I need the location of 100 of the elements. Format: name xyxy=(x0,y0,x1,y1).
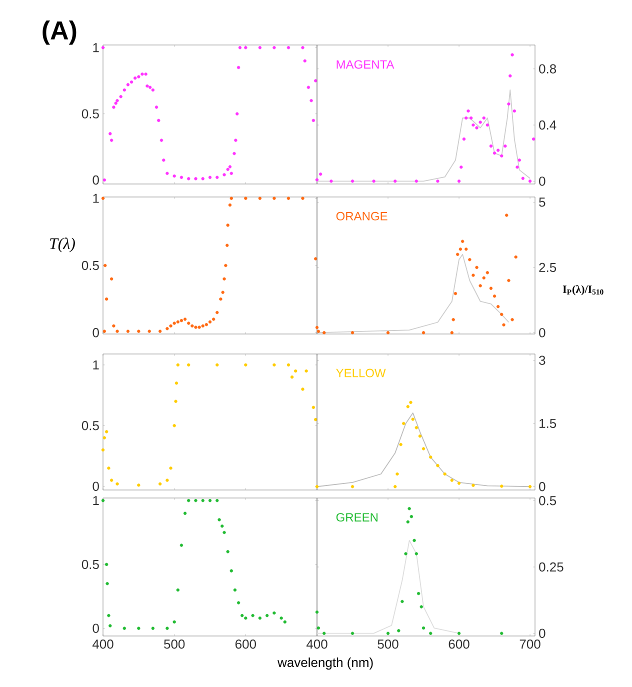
point xyxy=(187,498,190,502)
point xyxy=(116,98,119,102)
x-tick-label: 400 xyxy=(306,640,328,649)
point xyxy=(236,112,239,116)
point xyxy=(101,448,105,452)
point xyxy=(244,46,248,50)
point xyxy=(258,46,262,50)
point xyxy=(176,588,180,592)
point xyxy=(528,485,532,488)
point xyxy=(112,324,116,328)
point xyxy=(460,240,464,243)
point xyxy=(350,331,354,334)
y-tick-label: 0 xyxy=(539,176,546,186)
point xyxy=(466,109,470,113)
point xyxy=(230,569,234,572)
point xyxy=(251,614,254,618)
point xyxy=(172,620,176,624)
point xyxy=(314,257,318,260)
point xyxy=(404,552,408,556)
point xyxy=(508,74,512,78)
point xyxy=(301,196,304,200)
point xyxy=(472,484,475,487)
point xyxy=(496,148,500,152)
point xyxy=(187,322,190,325)
point xyxy=(458,248,462,251)
y-tick-label: 1 xyxy=(93,496,99,506)
point xyxy=(422,626,426,630)
y-tick-label: 0.8 xyxy=(539,64,556,74)
point xyxy=(244,363,248,367)
point xyxy=(228,165,232,168)
point xyxy=(169,324,172,328)
point xyxy=(172,174,176,178)
point xyxy=(201,324,204,328)
text: MAGENTA xyxy=(336,60,394,69)
point xyxy=(402,422,406,426)
point xyxy=(233,588,237,592)
point xyxy=(166,172,169,176)
point xyxy=(482,276,486,280)
point xyxy=(310,98,313,102)
point xyxy=(166,626,169,630)
y-tick-label: 0.5 xyxy=(82,109,99,118)
line-series xyxy=(316,412,530,488)
point xyxy=(454,292,458,296)
point xyxy=(272,196,276,200)
point xyxy=(500,154,504,158)
point xyxy=(409,400,412,404)
point xyxy=(172,322,176,325)
point xyxy=(411,418,414,421)
line-series xyxy=(316,89,530,182)
point xyxy=(510,318,514,322)
point xyxy=(212,318,216,321)
point xyxy=(457,632,461,635)
point xyxy=(180,318,184,322)
point xyxy=(452,318,455,322)
y-tick-label: 0.25 xyxy=(539,562,564,572)
point xyxy=(137,626,140,630)
point xyxy=(496,304,500,308)
y-tick-label: 2.5 xyxy=(539,262,556,272)
y-tick-label: 1 xyxy=(93,360,99,370)
y-tick-label: 0.5 xyxy=(82,421,99,430)
point xyxy=(314,79,318,82)
y-tick-label: 0 xyxy=(92,175,99,185)
point xyxy=(436,464,440,468)
point xyxy=(232,152,236,156)
point xyxy=(318,172,322,176)
point xyxy=(258,616,262,620)
point xyxy=(148,86,152,89)
x-tick-label: 500 xyxy=(378,640,398,649)
point xyxy=(180,176,184,179)
point xyxy=(316,626,320,630)
point xyxy=(137,75,140,78)
point xyxy=(236,66,240,70)
point xyxy=(518,158,521,162)
point xyxy=(183,318,187,321)
point xyxy=(176,320,180,324)
point xyxy=(216,310,219,314)
point xyxy=(126,330,130,333)
y-axis-title: I$_{P}$(λ)/I$_{510}$ xyxy=(562,285,604,296)
point xyxy=(457,482,461,485)
point xyxy=(464,248,468,251)
point xyxy=(290,375,294,379)
point xyxy=(234,138,238,142)
y-tick-label: 0.5 xyxy=(82,260,99,270)
x-tick-label: 600 xyxy=(448,640,470,649)
point xyxy=(102,330,106,333)
point xyxy=(350,180,354,183)
point xyxy=(394,180,397,183)
y-tick-label: 0.5 xyxy=(539,496,556,506)
point xyxy=(148,330,151,333)
point xyxy=(301,388,304,391)
y-tick-label: 0 xyxy=(92,328,99,338)
point xyxy=(475,126,478,130)
point xyxy=(106,582,109,586)
point xyxy=(412,538,416,542)
text: GREEN xyxy=(336,513,378,522)
point xyxy=(107,466,110,470)
point xyxy=(406,520,410,524)
point xyxy=(151,626,155,630)
point xyxy=(194,177,198,180)
point xyxy=(172,424,176,428)
